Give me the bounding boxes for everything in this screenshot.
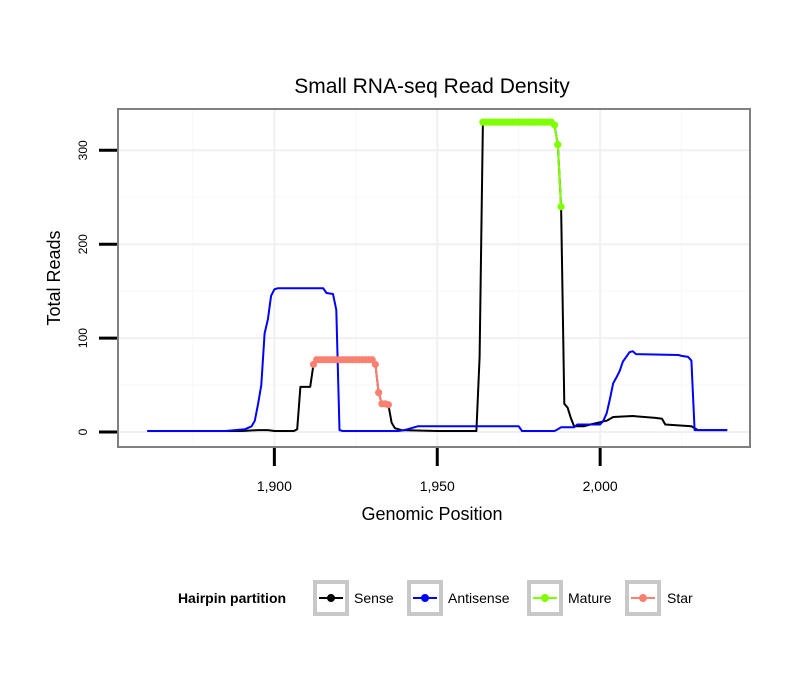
data-point-star xyxy=(375,388,383,397)
y-tick-label: 0 xyxy=(76,428,90,435)
legend-key-marker-mature xyxy=(541,594,549,602)
plot-background xyxy=(118,109,750,447)
legend-item-sense: Sense xyxy=(313,580,394,616)
series-line-antisense xyxy=(147,287,728,432)
x-tick-label: 1,900 xyxy=(257,478,292,494)
legend-label-star: Star xyxy=(667,590,693,606)
series-line-sense xyxy=(147,121,728,432)
legend-key-marker-star xyxy=(639,594,647,602)
x-tick-label: 2,000 xyxy=(583,478,618,494)
grid-minor xyxy=(118,109,750,447)
y-axis: 0 100 200 300 xyxy=(76,140,117,435)
legend-item-mature: Mature xyxy=(527,580,612,616)
legend-label-antisense: Antisense xyxy=(448,590,510,606)
x-tick-label: 1,950 xyxy=(420,478,455,494)
plot-border xyxy=(117,108,751,448)
y-axis-label: Total Reads xyxy=(44,230,64,325)
legend-title: Hairpin partition xyxy=(178,590,286,606)
x-axis-label: Genomic Position xyxy=(361,504,502,524)
data-point-mature xyxy=(550,121,559,129)
legend-key-marker-antisense xyxy=(421,594,429,602)
y-tick-label: 200 xyxy=(76,234,90,254)
data-point-mature xyxy=(554,141,562,149)
legend-item-antisense: Antisense xyxy=(407,580,510,616)
legend-label-sense: Sense xyxy=(354,590,394,606)
x-axis: 1,900 1,950 2,000 xyxy=(257,448,618,494)
legend-key-marker-sense xyxy=(327,594,335,602)
legend-label-mature: Mature xyxy=(568,590,612,606)
legend: Hairpin partition Sense Antisense Mature… xyxy=(178,580,693,616)
legend-item-star: Star xyxy=(625,580,693,616)
y-tick-label: 300 xyxy=(76,140,90,160)
data-point-star xyxy=(384,401,392,409)
data-point-mature xyxy=(557,203,565,211)
series-layer xyxy=(147,118,728,432)
data-point-star xyxy=(371,360,379,368)
chart-title: Small RNA-seq Read Density xyxy=(294,75,570,98)
y-tick-label: 100 xyxy=(76,328,90,348)
